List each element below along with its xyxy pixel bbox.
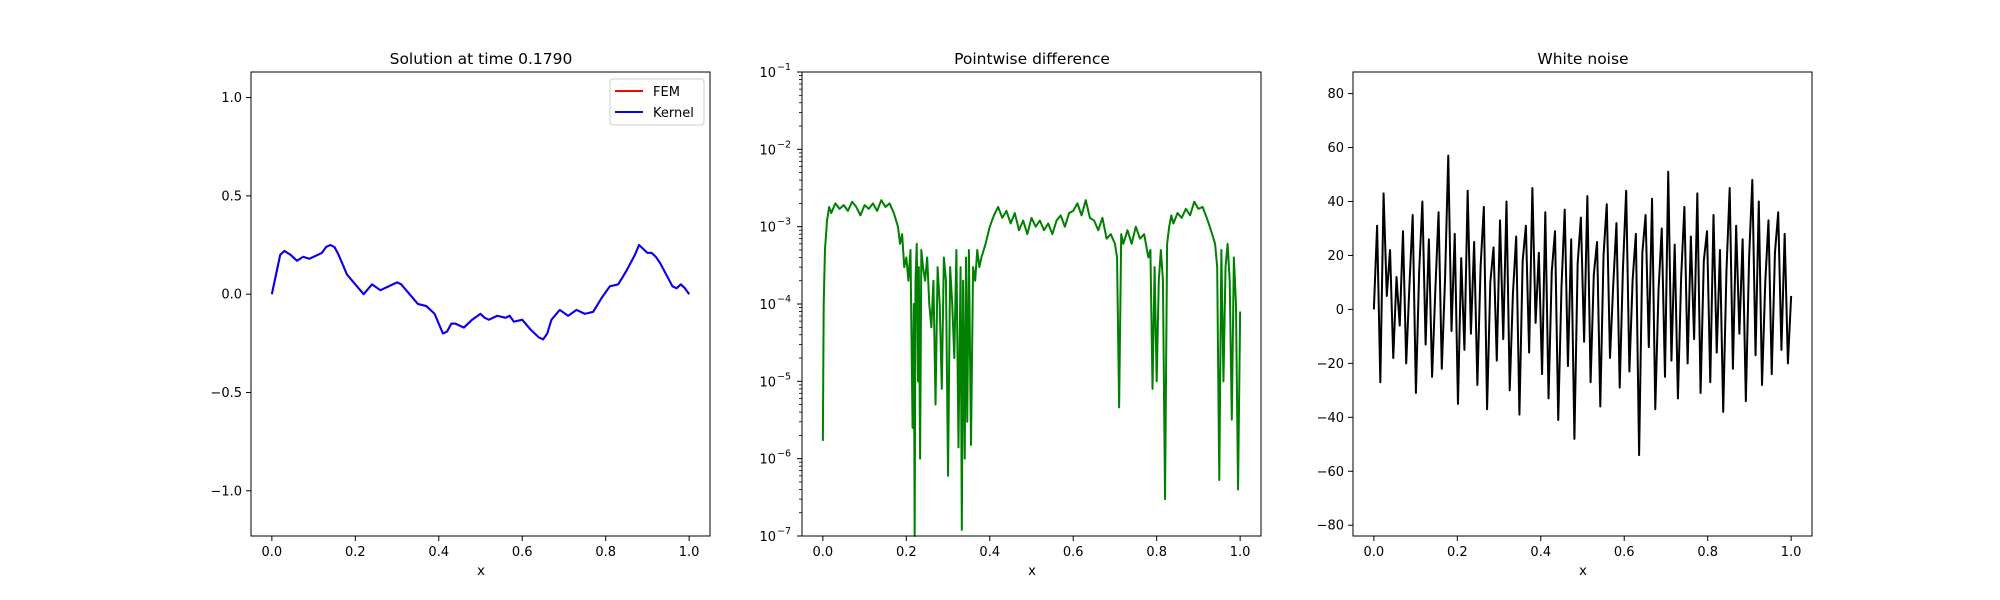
y-tick-label: 80 xyxy=(1327,87,1344,102)
panel-noise: White noise −80 −60 −40 −20 0 20 40 60 80 0.0 0.2… xyxy=(1317,50,1813,579)
y-tick-label: −1.0 xyxy=(210,484,242,499)
x-tick-label: 0.2 xyxy=(896,545,917,560)
x-tick-label: 1.0 xyxy=(679,545,700,560)
x-tick-label: 0.4 xyxy=(979,545,1000,560)
x-tick-label: 0.8 xyxy=(595,545,616,560)
y-tick-exponent: −7 xyxy=(777,526,791,537)
y-tick-exponent: −2 xyxy=(777,139,791,150)
x-tick-label: 0.6 xyxy=(1614,545,1635,560)
y-tick-label: 20 xyxy=(1327,249,1344,264)
x-tick-label: 0.0 xyxy=(1364,545,1385,560)
y-tick-label: −40 xyxy=(1317,411,1344,426)
y-tick-label: 1.0 xyxy=(221,91,242,106)
x-tick-label: 0.4 xyxy=(1530,545,1551,560)
panel-solution-frame xyxy=(250,71,711,537)
y-tick-label: 10 xyxy=(759,375,776,390)
panel-noise-xlabel: x xyxy=(1579,563,1587,579)
y-tick-exponent: −3 xyxy=(777,217,791,228)
y-tick-label: 0.0 xyxy=(221,288,242,303)
x-tick-label: 0.6 xyxy=(512,545,533,560)
panel-solution-title: Solution at time 0.1790 xyxy=(390,50,573,68)
y-tick-exponent: −6 xyxy=(777,449,791,460)
y-tick-label: 10 xyxy=(759,298,776,313)
x-tick-label: 0.2 xyxy=(345,545,366,560)
panel-difference-frame xyxy=(801,71,1262,537)
x-tick-label: 0.6 xyxy=(1063,545,1084,560)
x-tick-label: 0.0 xyxy=(262,545,283,560)
y-tick-exponent: −1 xyxy=(777,62,791,73)
y-tick-label: 10 xyxy=(759,221,776,236)
y-tick-label: −0.5 xyxy=(210,386,242,401)
series-line-fem xyxy=(270,244,690,341)
y-tick-label: 60 xyxy=(1327,141,1344,156)
series-line-noise xyxy=(1372,154,1793,457)
legend-fem-label: FEM xyxy=(653,85,680,100)
x-tick-label: 0.4 xyxy=(428,545,449,560)
panel-solution-xlabel: x xyxy=(477,563,485,579)
y-tick-label: 40 xyxy=(1327,195,1344,210)
y-tick-label: 10 xyxy=(759,453,776,468)
legend: FEM Kernel xyxy=(609,78,705,126)
y-tick-label: 10 xyxy=(759,66,776,81)
y-tick-label: 0.5 xyxy=(221,189,242,204)
y-tick-label: 10 xyxy=(759,143,776,158)
x-tick-label: 0.8 xyxy=(1146,545,1167,560)
x-tick-label: 0.8 xyxy=(1697,545,1718,560)
y-tick-label: −60 xyxy=(1317,465,1344,480)
x-tick-label: 0.2 xyxy=(1447,545,1468,560)
y-tick-label: 10 xyxy=(759,530,776,545)
x-tick-label: 1.0 xyxy=(1230,545,1251,560)
x-tick-label: 1.0 xyxy=(1781,545,1802,560)
series-line-difference xyxy=(821,199,1242,537)
panel-solution: Solution at time 0.1790 −1.0 −0.5 0.0 0.5 1.… xyxy=(210,50,711,579)
y-tick-exponent: −4 xyxy=(777,294,791,305)
series-line-kernel xyxy=(270,244,690,341)
panel-difference: Pointwise difference 10−710−610−510 −410−… xyxy=(759,50,1262,579)
panel-noise-title: White noise xyxy=(1537,50,1628,68)
panel-noise-frame xyxy=(1352,71,1813,537)
x-tick-label: 0.0 xyxy=(813,545,834,560)
y-tick-exponent: −5 xyxy=(777,371,791,382)
y-tick-label: 0 xyxy=(1336,303,1344,318)
panel-difference-xlabel: x xyxy=(1028,563,1036,579)
legend-kernel-label: Kernel xyxy=(653,106,694,121)
y-tick-label: −20 xyxy=(1317,357,1344,372)
y-tick-label: −80 xyxy=(1317,519,1344,534)
panel-difference-title: Pointwise difference xyxy=(954,50,1110,68)
